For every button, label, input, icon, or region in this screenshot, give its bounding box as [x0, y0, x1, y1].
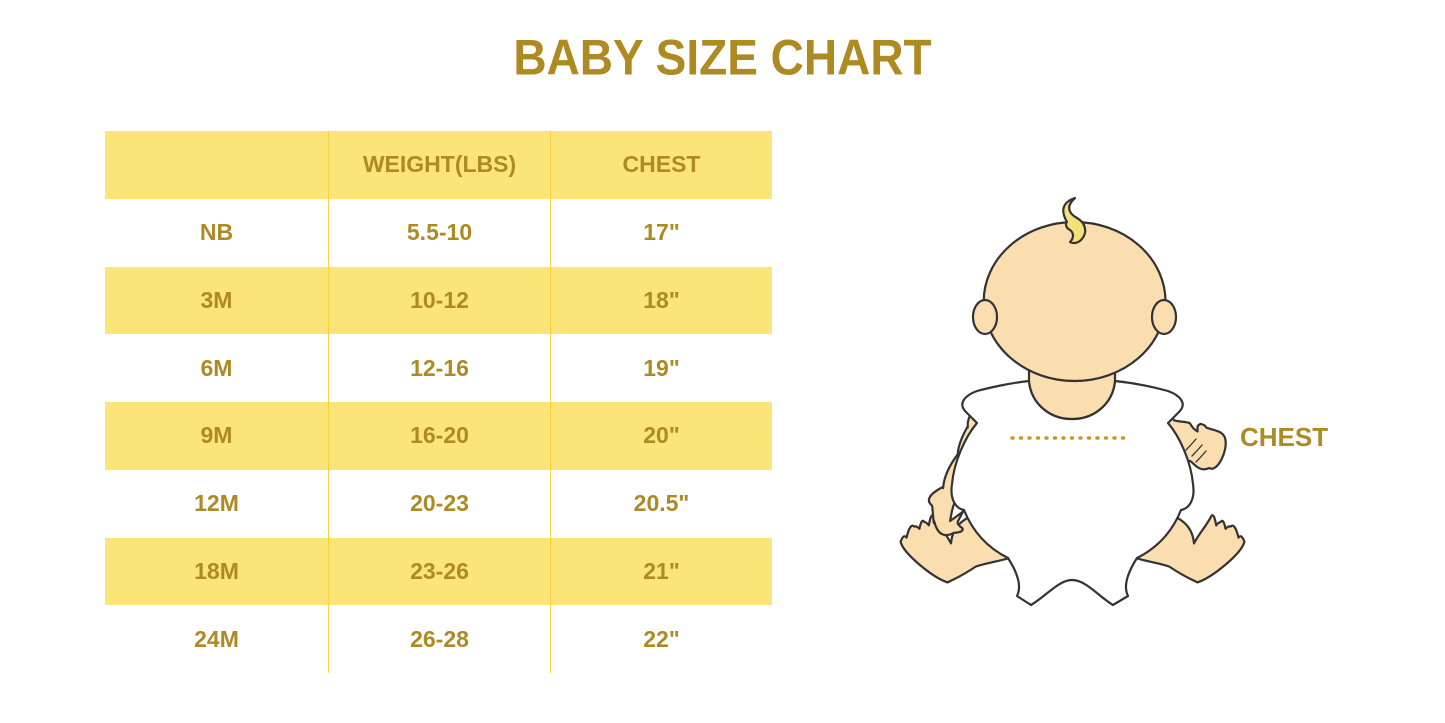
svg-text:CHEST: CHEST	[1240, 422, 1328, 452]
